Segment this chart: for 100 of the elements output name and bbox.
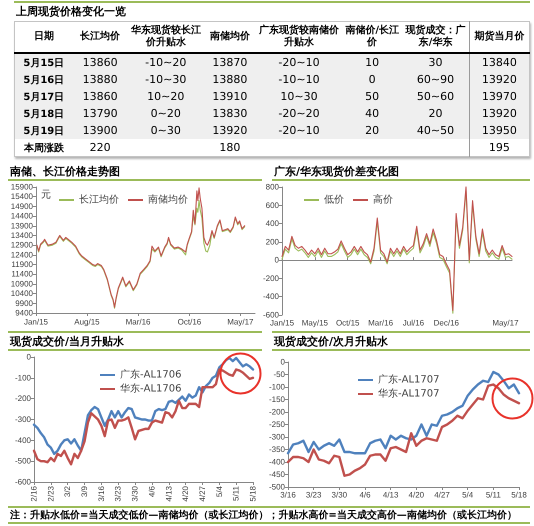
y-tick-label: -100 — [14, 373, 32, 382]
text: -20~10 — [278, 56, 320, 69]
x-tick-label: 4/20 — [408, 490, 425, 500]
legend-label: 广东-AL1706 — [120, 368, 182, 380]
y-tick-label: -100 — [268, 382, 286, 392]
category-label: 期货当月价 — [469, 22, 530, 53]
text: 0~30 — [150, 124, 181, 137]
x-tick-label: 3/30 — [130, 485, 140, 502]
y-axis-title: 元 — [41, 190, 51, 200]
chart-title: 南储、长江价格走势图 — [10, 164, 120, 178]
x-tick-label: 5/11 — [486, 490, 502, 500]
text: 220 — [90, 141, 111, 154]
y-tick-label: -250 — [268, 420, 286, 429]
x-tick-label: 3/23 — [114, 485, 123, 502]
text: 10~20 — [147, 90, 184, 103]
y-tick-label: 200 — [266, 237, 280, 246]
y-tick-label: 15900 — [10, 182, 34, 192]
line-series — [286, 370, 520, 454]
category-label: 5月16日 — [23, 74, 64, 86]
line-series — [32, 368, 254, 466]
text: -20~10 — [278, 124, 320, 137]
y-tick-label: 15400 — [10, 192, 34, 202]
text: 10~30 — [280, 90, 318, 103]
text: 13870 — [212, 56, 248, 69]
y-tick-label: -400 — [268, 458, 286, 466]
x-tick-label: 5/4 — [462, 490, 474, 500]
y-tick-label: -400 — [262, 292, 280, 302]
y-tick-label: 400 — [266, 219, 280, 228]
category-label: 南储价/长江价 — [342, 22, 402, 53]
y-tick-label: -400 — [14, 436, 32, 445]
x-tick-label: 5/11 — [232, 485, 241, 501]
category-label: 本周涨跌 — [24, 142, 64, 154]
x-tick-label: 4/13 — [382, 490, 399, 500]
y-tick-label: 13900 — [10, 221, 34, 230]
category-label: 5月15日 — [23, 58, 64, 68]
x-tick-label: Oct/15 — [336, 318, 360, 328]
category-label: 长江均价 — [72, 22, 128, 53]
x-tick-label: May/17 — [227, 318, 254, 326]
text: 13830 — [212, 107, 248, 120]
text: 50 — [365, 90, 380, 103]
y-tick-label: 0 — [26, 352, 32, 362]
x-tick-label: Mar/16 — [126, 318, 152, 326]
x-tick-label: 4/27 — [434, 490, 450, 500]
x-tick-label: 5/18 — [511, 490, 528, 500]
x-tick-label: Oct/16 — [178, 318, 202, 326]
x-tick-label: 3/9 — [80, 485, 90, 498]
chart-title: 广东/华东现货价差变化图 — [274, 164, 400, 178]
x-tick-label: Mar/16 — [368, 318, 394, 328]
text: 上周现货价格变化一览 — [16, 4, 126, 19]
chart-title: 现货成交价/次月升贴水 — [274, 334, 388, 348]
text: 13920 — [212, 124, 248, 137]
y-tick-label: 13400 — [10, 230, 34, 240]
x-tick-label: May/15 — [302, 318, 329, 328]
category-label: 5月18日 — [23, 108, 64, 120]
x-tick-label: 5/4 — [214, 485, 224, 498]
y-tick-label: -200 — [262, 274, 280, 283]
y-tick-label: -300 — [14, 415, 32, 424]
text: 13880 — [212, 73, 248, 86]
legend-label: 华东-AL1706 — [120, 382, 182, 394]
text: 40 — [365, 107, 380, 120]
line-series — [32, 356, 254, 456]
text: 注：升贴水低价=当天成交低价—南储均价（或长江均价）；升贴水高价=当天成交高价—南储均价（或长江均价） — [10, 508, 517, 522]
x-tick-label: 4/6 — [147, 485, 156, 498]
line-series — [286, 383, 520, 477]
category-label: 广东现货较南储价升贴水 — [256, 22, 342, 53]
text: 0~20 — [150, 107, 181, 120]
x-tick-label: 4/13 — [164, 485, 174, 502]
x-tick-label: Dec/16 — [434, 318, 460, 328]
y-tick-label: 9400 — [15, 308, 34, 318]
x-tick-label: Jan/15 — [270, 318, 295, 328]
text: 40~50 — [416, 124, 454, 137]
x-tick-label: Jan/15 — [24, 318, 49, 326]
category-label: 华东现货较长江价升贴水 — [128, 22, 204, 53]
x-tick-label: 3/16 — [280, 490, 296, 500]
category-label: 5月17日 — [23, 92, 64, 102]
text: 180 — [219, 141, 240, 154]
y-tick-label: -300 — [268, 432, 286, 442]
legend-label: 华东-AL1707 — [378, 388, 440, 400]
text: 13920 — [482, 107, 517, 120]
y-tick-label: -200 — [14, 394, 32, 404]
text: -20~20 — [278, 107, 320, 120]
chart-title: 现货成交价/当月升贴水 — [10, 334, 124, 348]
x-tick-label: 4/20 — [181, 485, 190, 502]
y-tick-label: -150 — [268, 395, 286, 404]
y-tick-label: -600 — [14, 478, 32, 486]
text: 13840 — [482, 56, 517, 69]
legend-label: 低价 — [324, 194, 344, 206]
y-tick-label: 12400 — [10, 250, 34, 260]
y-tick-label: -350 — [268, 445, 286, 454]
category-label: 现货成交：广东/华东 — [402, 22, 470, 53]
x-tick-label: Jul/16 — [402, 318, 425, 328]
x-tick-label: Aug/15 — [74, 318, 100, 326]
y-tick-label: 9900 — [15, 298, 34, 308]
y-tick-label: 14400 — [10, 212, 34, 221]
text: 13910 — [212, 90, 248, 103]
text: -10~30 — [145, 73, 186, 86]
text: 60~90 — [416, 73, 454, 86]
legend-label: 长江均价 — [79, 194, 119, 206]
legend-label: 高价 — [373, 194, 393, 206]
text: 13900 — [82, 124, 118, 137]
